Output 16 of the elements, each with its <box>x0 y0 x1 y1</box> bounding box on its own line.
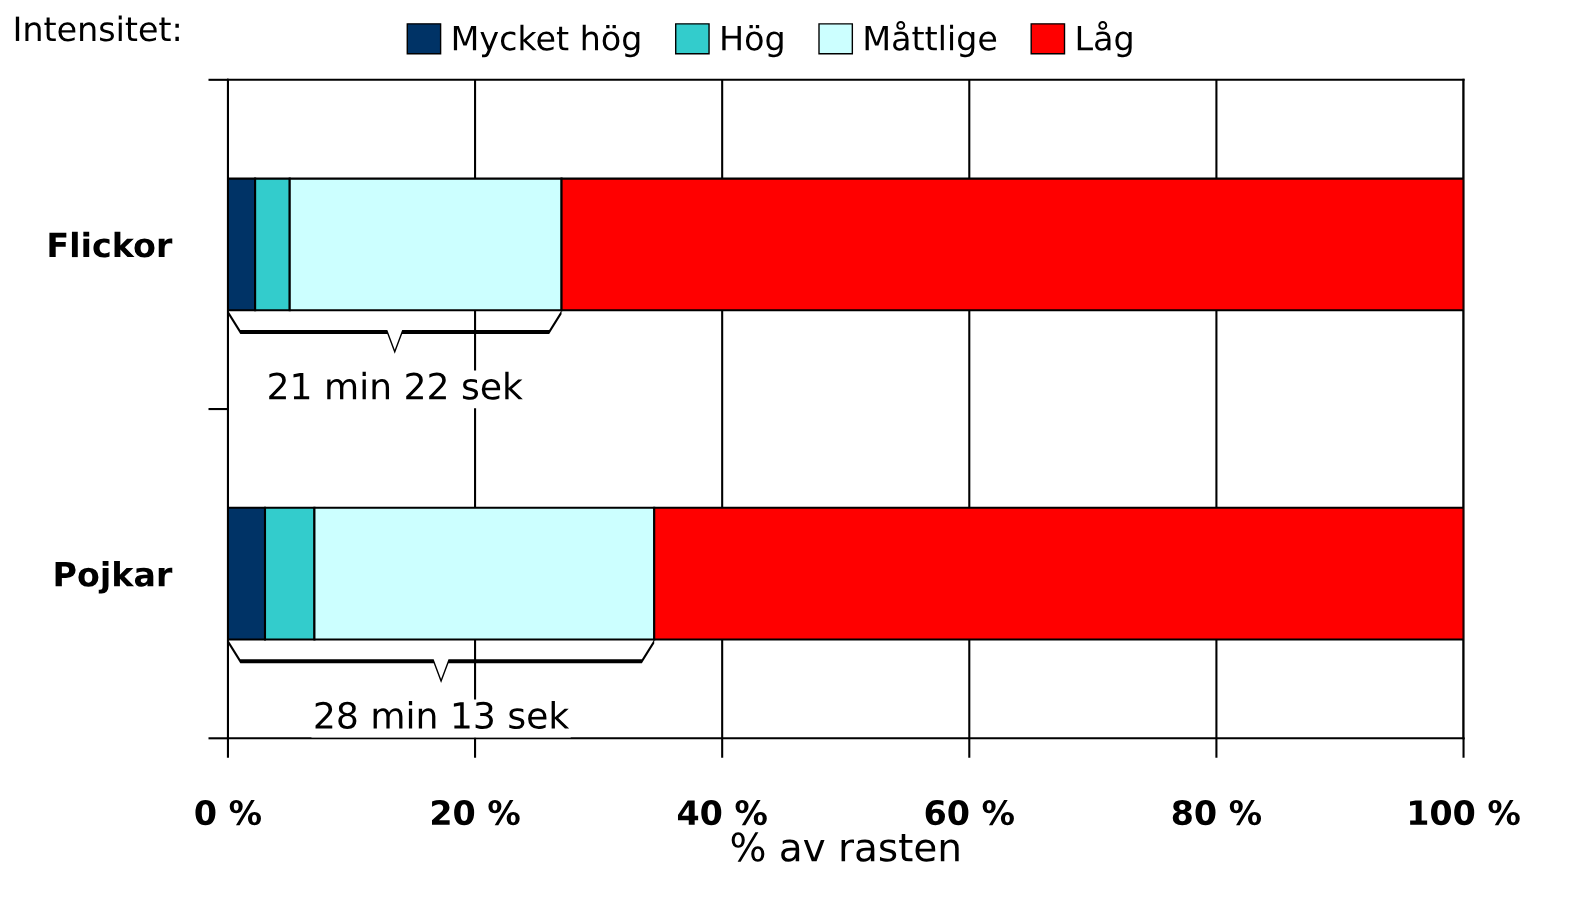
y-tick-label: Pojkar <box>55 561 173 594</box>
y-tick-label: Flickor <box>49 231 173 258</box>
legend-label: Hög <box>722 24 783 58</box>
legend-label: Mycket hög <box>453 24 640 58</box>
annotation: 21 min 22 sek <box>269 371 523 400</box>
x-tick-label: 60 % <box>925 800 1014 826</box>
legend-label: Måttlige <box>865 20 997 58</box>
x-axis-title: % av rasten <box>731 832 959 862</box>
x-tick-label: 20 % <box>432 800 520 826</box>
annotation: 28 min 13 sek <box>315 701 570 730</box>
x-tick-label: 0 % <box>195 800 261 826</box>
x-tick-label: 100 % <box>1410 800 1520 826</box>
x-tick-label: 40 % <box>677 800 767 826</box>
legend-title: Intensitet: <box>15 15 179 42</box>
legend-label: Låg <box>1077 20 1132 58</box>
x-tick-label: 80 % <box>1172 800 1262 826</box>
